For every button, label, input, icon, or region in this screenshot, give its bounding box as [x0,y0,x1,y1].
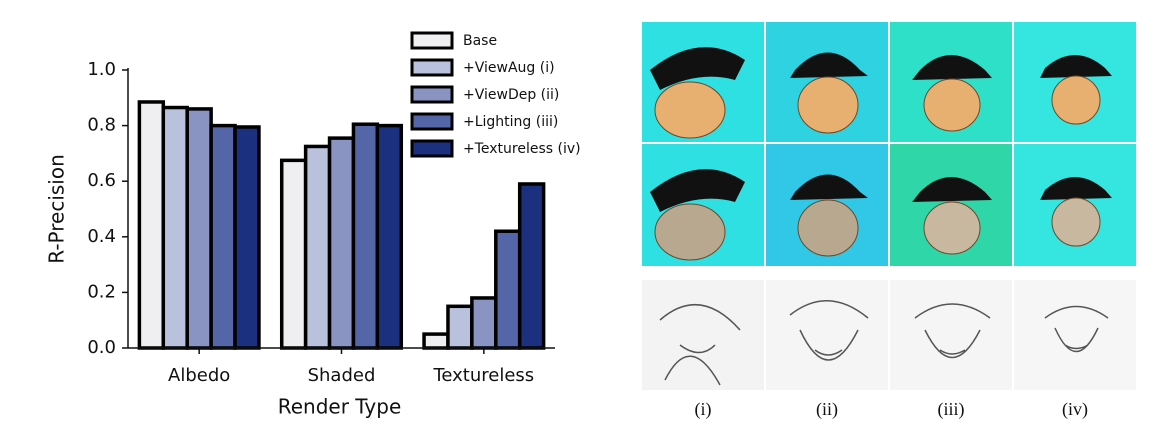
y-tick-label: 0.8 [87,115,116,136]
bar [327,136,356,350]
x-tick-label: Textureless [432,365,534,386]
legend-swatch [410,112,454,131]
legend-label: +ViewDep (ii) [463,87,559,103]
bar [185,107,213,350]
image-grid: (i) (ii) (iii) (iv) [642,22,1136,420]
bar [209,123,237,350]
chart: 0.0 0.2 0.4 0.6 0.8 1.0 Albedo Shaded Textureles… [45,31,581,419]
legend-swatch [410,139,454,158]
panel-label: (iii) [938,399,965,420]
legend-label: Base [463,33,497,49]
bar [470,296,498,350]
y-axis-label: R-Precision [45,154,69,264]
bar [446,304,474,350]
legend-label: +Lighting (iii) [463,114,558,130]
x-axis-label: Render Type [278,395,402,419]
bar [233,125,261,350]
y-tick-label: 0.6 [87,170,116,191]
y-tick-label: 0.2 [87,281,116,302]
legend-label: +ViewAug (i) [463,60,555,76]
dog-sketches [650,47,1112,386]
panel-label: (i) [695,399,712,420]
y-tick-label: 1.0 [87,59,116,80]
panel-label: (iv) [1062,399,1088,420]
hats [650,47,1112,212]
bar [303,144,332,350]
legend-swatch [410,31,454,50]
image [890,280,1012,390]
dogs [654,75,1101,261]
bar [375,123,404,350]
image [642,280,764,390]
row-textureless [642,280,1136,390]
sketches [659,300,1109,386]
bar [351,122,380,350]
panel-label: (ii) [816,399,838,420]
x-tick-label: Albedo [168,365,230,386]
legend-swatch [410,58,454,77]
bar [494,229,522,350]
bar [137,100,166,350]
x-tick-label: Shaded [308,365,376,386]
y-tick-label: 0.4 [87,226,116,247]
bar [422,332,450,350]
bar [517,182,546,350]
bar [161,105,189,350]
bar [279,158,308,350]
legend-label: +Textureless (iv) [463,141,581,157]
legend-swatch [410,85,454,104]
y-tick-label: 0.0 [87,337,116,358]
image [766,280,888,390]
image [1014,280,1136,390]
